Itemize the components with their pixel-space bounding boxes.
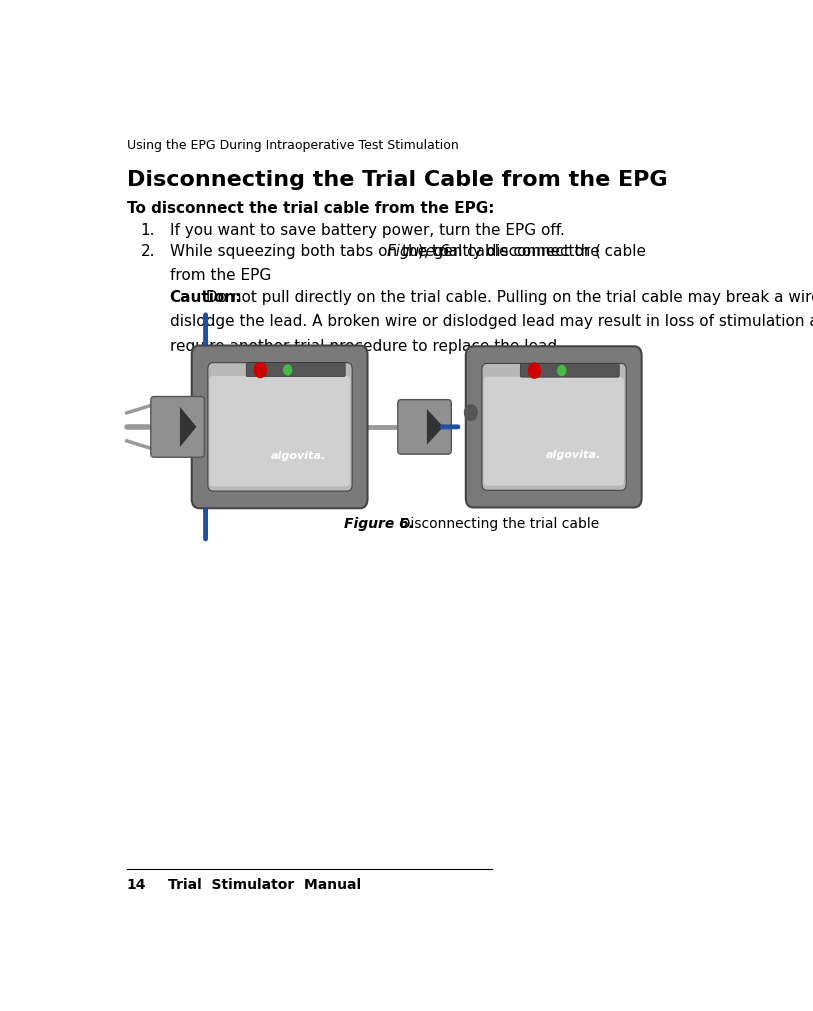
Text: 14: 14: [127, 878, 146, 892]
Circle shape: [254, 362, 267, 377]
Text: ), gently disconnect the cable: ), gently disconnect the cable: [418, 244, 646, 259]
FancyBboxPatch shape: [192, 346, 367, 509]
Text: Trial  Stimulator  Manual: Trial Stimulator Manual: [167, 878, 361, 892]
Text: Caution:: Caution:: [170, 290, 242, 305]
Circle shape: [284, 365, 292, 375]
Text: Disconnecting the Trial Cable from the EPG: Disconnecting the Trial Cable from the E…: [127, 170, 667, 190]
Polygon shape: [427, 409, 443, 445]
Text: algovita.: algovita.: [546, 450, 601, 460]
Circle shape: [190, 404, 203, 421]
FancyBboxPatch shape: [246, 363, 346, 376]
Text: 2.: 2.: [141, 244, 155, 259]
FancyBboxPatch shape: [520, 363, 620, 377]
FancyBboxPatch shape: [210, 376, 350, 486]
Text: Using the EPG During Intraoperative Test Stimulation: Using the EPG During Intraoperative Test…: [127, 140, 459, 153]
Polygon shape: [180, 406, 197, 447]
Text: While squeezing both tabs on the trial cable connector (: While squeezing both tabs on the trial c…: [170, 244, 601, 259]
Circle shape: [528, 363, 541, 378]
Circle shape: [464, 404, 477, 421]
FancyBboxPatch shape: [208, 363, 352, 491]
FancyBboxPatch shape: [482, 363, 626, 490]
FancyBboxPatch shape: [484, 377, 624, 485]
Text: To disconnect the trial cable from the EPG:: To disconnect the trial cable from the E…: [127, 201, 494, 215]
FancyBboxPatch shape: [466, 347, 641, 508]
Text: Disconnecting the trial cable: Disconnecting the trial cable: [391, 517, 599, 531]
Text: Figure 6: Figure 6: [387, 244, 449, 259]
Text: algovita.: algovita.: [272, 451, 327, 461]
Text: dislodge the lead. A broken wire or dislodged lead may result in loss of stimula: dislodge the lead. A broken wire or disl…: [170, 314, 813, 330]
FancyBboxPatch shape: [398, 399, 451, 454]
Text: Figure 6.: Figure 6.: [344, 517, 414, 531]
Text: from the EPG: from the EPG: [170, 268, 271, 283]
Text: If you want to save battery power, turn the EPG off.: If you want to save battery power, turn …: [170, 223, 564, 239]
Text: require another trial procedure to replace the lead.: require another trial procedure to repla…: [170, 339, 562, 354]
Text: Do not pull directly on the trial cable. Pulling on the trial cable may break a : Do not pull directly on the trial cable.…: [201, 290, 813, 305]
Text: 1.: 1.: [141, 223, 155, 239]
FancyBboxPatch shape: [150, 396, 204, 457]
Circle shape: [558, 366, 566, 375]
